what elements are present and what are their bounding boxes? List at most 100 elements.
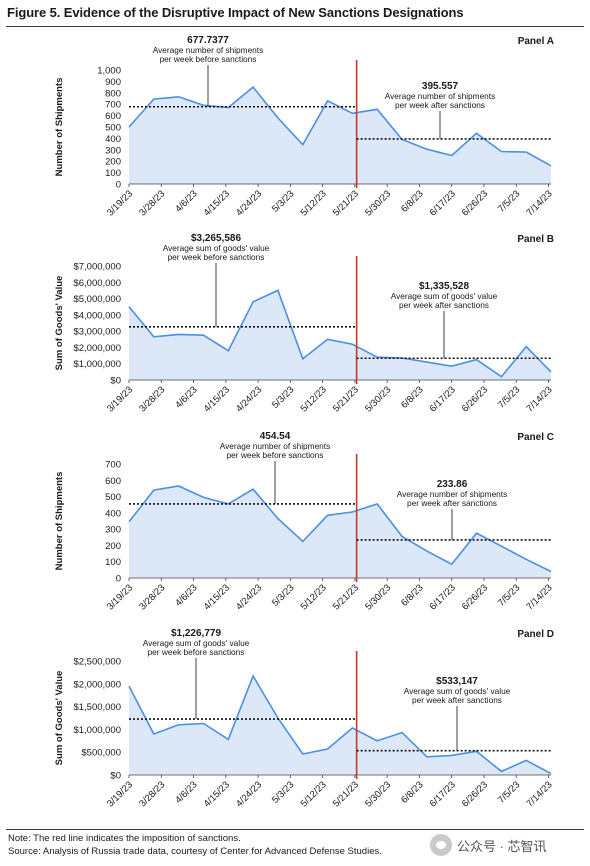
y-axis-label: Sum of Goods' Value (54, 276, 65, 371)
y-tick-label: 100 (105, 168, 121, 179)
y-tick-label: $500,000 (81, 748, 121, 759)
x-tick-label: 6/17/23 (428, 779, 458, 809)
y-tick-label: 800 (105, 88, 121, 99)
x-tick-label: 6/8/23 (399, 188, 425, 214)
after-average-value: 233.86 (437, 479, 468, 490)
series-line (128, 674, 552, 775)
x-tick-label: 5/3/23 (270, 582, 296, 608)
x-tick-label: 7/14/23 (524, 779, 554, 809)
y-tick-label: 1,000 (97, 66, 121, 77)
after-average-caption: Average sum of goods' value (404, 686, 511, 696)
y-tick-label: 200 (105, 541, 121, 552)
footer-divider (6, 829, 584, 830)
y-tick-label: $7,000,000 (73, 262, 121, 273)
after-average-caption: per week after sanctions (395, 100, 485, 110)
y-axis-label: Number of Shipments (54, 78, 65, 177)
x-tick-label: 7/14/23 (524, 384, 554, 414)
x-tick-label: 3/28/23 (137, 779, 167, 809)
after-average-caption: per week after sanctions (399, 300, 489, 310)
after-average-value: $533,147 (436, 676, 478, 687)
x-tick-label: 6/17/23 (428, 582, 458, 612)
y-tick-label: $2,500,000 (73, 657, 121, 668)
x-tick-label: 4/6/23 (173, 384, 199, 410)
before-average-value: 454.54 (260, 431, 291, 442)
source-note: Source: Analysis of Russia trade data, c… (8, 846, 382, 857)
panel-label: Panel D (517, 629, 554, 640)
y-tick-label: $0 (110, 771, 121, 782)
x-tick-label: 5/12/23 (299, 384, 329, 414)
x-tick-label: 5/21/23 (331, 779, 361, 809)
y-tick-label: 0 (116, 180, 121, 191)
x-tick-label: 6/26/23 (460, 384, 490, 414)
wechat-icon (430, 834, 452, 856)
watermark-text: 公众号 · 芯智讯 (457, 838, 547, 854)
y-tick-label: 100 (105, 557, 121, 568)
x-tick-label: 5/30/23 (363, 779, 393, 809)
x-tick-label: 6/26/23 (460, 582, 490, 612)
after-average-caption: Average number of shipments (385, 91, 496, 101)
x-tick-label: 3/28/23 (137, 582, 167, 612)
x-tick-label: 6/17/23 (428, 188, 458, 218)
before-average-value: 677.7377 (187, 35, 229, 46)
x-tick-label: 7/5/23 (496, 582, 522, 608)
footnote: Note: The red line indicates the imposit… (8, 833, 241, 844)
x-tick-label: 4/6/23 (173, 779, 199, 805)
y-tick-label: $1,000,000 (73, 359, 121, 370)
x-tick-label: 7/5/23 (496, 188, 522, 214)
x-tick-label: 6/8/23 (399, 779, 425, 805)
panel-b-chart: Panel B Sum of Goods' Value $0 $1,000,000 $2… (54, 233, 555, 415)
panel-d-chart: Panel D Sum of Goods' Value $0 $500,000 $1,0… (54, 628, 555, 810)
panel-label: Panel C (517, 432, 554, 443)
y-tick-label: 700 (105, 100, 121, 111)
before-average-caption: Average number of shipments (220, 441, 331, 451)
y-tick-label: $1,000,000 (73, 725, 121, 736)
x-tick-label: 5/30/23 (363, 188, 393, 218)
figure-title: Figure 5. Evidence of the Disruptive Imp… (7, 5, 464, 20)
after-average-caption: Average number of shipments (397, 489, 508, 499)
x-tick-label: 4/6/23 (173, 188, 199, 214)
x-tick-label: 3/28/23 (137, 384, 167, 414)
x-tick-label: 5/12/23 (299, 582, 329, 612)
before-average-caption: per week before sanctions (168, 252, 265, 262)
x-tick-label: 5/3/23 (270, 188, 296, 214)
x-tick-label: 3/28/23 (137, 188, 167, 218)
x-tick-label: 6/8/23 (399, 582, 425, 608)
x-tick-label: 6/26/23 (460, 188, 490, 218)
after-average-value: $1,335,528 (419, 281, 469, 292)
y-tick-label: 700 (105, 460, 121, 471)
x-tick-label: 4/15/23 (202, 582, 232, 612)
x-tick-label: 5/21/23 (331, 384, 361, 414)
panel-label: Panel B (517, 234, 554, 245)
y-tick-label: 300 (105, 145, 121, 156)
panel-c-chart: Panel C Number of Shipments 0 100 200 300 400 5… (54, 431, 555, 613)
y-tick-label: 0 (116, 574, 121, 585)
y-tick-label: 400 (105, 134, 121, 145)
series-line (128, 485, 552, 573)
area-fill (129, 290, 551, 380)
y-tick-label: $6,000,000 (73, 278, 121, 289)
y-tick-label: $4,000,000 (73, 310, 121, 321)
y-tick-label: $3,000,000 (73, 327, 121, 338)
x-tick-label: 5/30/23 (363, 384, 393, 414)
x-tick-label: 5/12/23 (299, 188, 329, 218)
before-average-caption: Average sum of goods' value (143, 638, 250, 648)
x-tick-label: 4/24/23 (234, 188, 264, 218)
x-tick-label: 4/24/23 (234, 582, 264, 612)
x-tick-label: 6/17/23 (428, 384, 458, 414)
x-tick-label: 4/6/23 (173, 582, 199, 608)
y-tick-label: 500 (105, 492, 121, 503)
y-tick-label: $5,000,000 (73, 294, 121, 305)
after-average-caption: per week after sanctions (412, 695, 502, 705)
before-average-caption: per week before sanctions (227, 450, 324, 460)
y-tick-label: $1,500,000 (73, 702, 121, 713)
y-tick-label: 600 (105, 111, 121, 122)
x-tick-label: 7/5/23 (496, 384, 522, 410)
x-tick-label: 4/15/23 (202, 384, 232, 414)
after-average-caption: Average sum of goods' value (391, 291, 498, 301)
y-axis-label: Number of Shipments (54, 472, 65, 571)
x-tick-label: 3/19/23 (105, 582, 135, 612)
x-tick-label: 5/3/23 (270, 779, 296, 805)
area-fill (129, 486, 551, 578)
before-average-value: $3,265,586 (191, 233, 241, 244)
